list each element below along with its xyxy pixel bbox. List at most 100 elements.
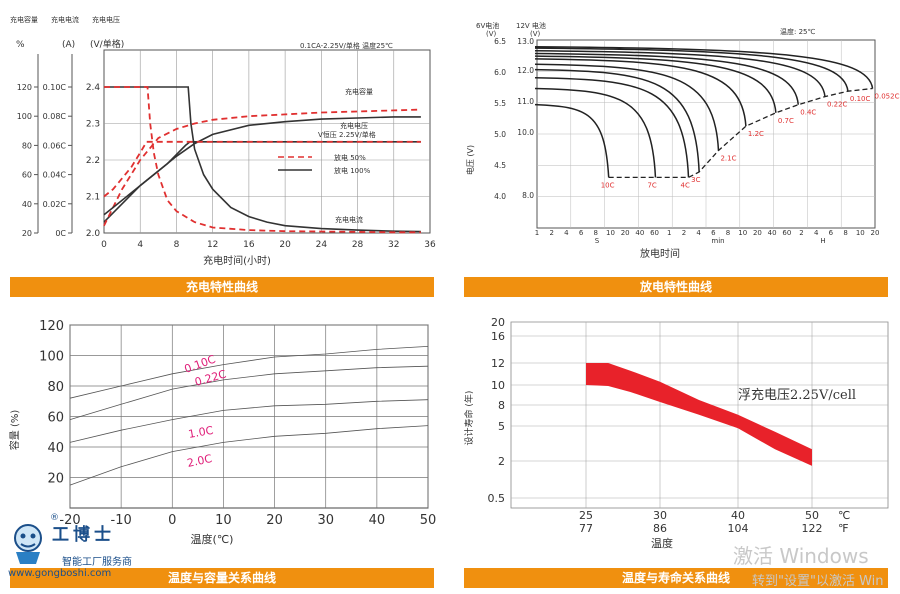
discharge-unit-label: (V) (486, 30, 497, 38)
charge-characteristics-chart: 0 4 8 12 16 20 24 28 32 36 2.4 2.3 2.2 2.1 2.0% 120 100 8… (10, 15, 436, 267)
charge-axis-tick-label: 60 (22, 171, 32, 180)
discharge-6v-tick-label: 4.5 (494, 161, 506, 170)
discharge-curve-10C (534, 103, 610, 178)
discharge-6v-tick-label: 5.0 (494, 130, 506, 139)
charge-axis-tick-label: 0.10C (43, 83, 67, 92)
discharge-12v-tick-label: 12.0 (517, 66, 534, 75)
discharge-y-axis-title: 电压 (V) (465, 145, 475, 175)
charge-volt-tick-label: 2.0 (86, 229, 101, 239)
temp-capacity-series-label: 2.0C (186, 452, 214, 470)
discharge-x-tick-label: 10 (606, 229, 615, 237)
charge-axis-tick-label: 120 (17, 83, 32, 92)
temp-capacity-banner: 温度与容量关系曲线 (10, 568, 434, 588)
charge-x-tick-label: 32 (388, 240, 399, 250)
discharge-12v-tick-label: 8.0 (522, 191, 534, 200)
discharge-rate-label: 7C (647, 181, 656, 189)
charge-axis-tick-label: 0.08C (43, 112, 67, 121)
discharge-x-tick-label: 2 (549, 229, 553, 237)
temp-capacity-series-line (69, 425, 429, 486)
charge-x-tick-label: 36 (424, 240, 436, 250)
charge-volt-tick-label: 2.2 (86, 156, 100, 166)
discharge-x-tick-label: 6 (711, 229, 716, 237)
windows-watermark-line1: 激活 Windows (733, 544, 869, 568)
temp-capacity-x-tick-label: 20 (266, 513, 283, 528)
temp-life-y-tick-label: 16 (491, 330, 505, 343)
temp-capacity-x-tick-label: 30 (317, 513, 334, 528)
charge-condition-label: 0.1CA-2.25V/单格 温度25℃ (300, 41, 393, 50)
charge-series-line (103, 108, 421, 227)
charge-series-line (103, 140, 421, 198)
temp-capacity-x-tick-label: 50 (420, 513, 437, 528)
discharge-x-tick-label: 6 (579, 229, 584, 237)
charge-axis-tick-label: 20 (22, 229, 32, 238)
discharge-x-axis-title: 放电时间 (640, 247, 680, 260)
logo-brand-text: 工博士 (52, 525, 115, 545)
discharge-rate-label: 3C (691, 176, 700, 184)
discharge-curve-0.10C (534, 47, 849, 92)
charge-x-tick-label: 12 (207, 240, 218, 250)
charge-x-tick-label: 28 (352, 240, 364, 250)
charge-header-label: 充电电流 (51, 15, 79, 24)
discharge-x-tick-label: 20 (621, 229, 630, 237)
logo-subtitle: 智能工厂服务商 (62, 557, 132, 568)
charge-current-unit: (A) (62, 40, 75, 50)
discharge-6v-tick-label: 5.5 (494, 99, 506, 108)
temp-capacity-x-axis-title: 温度(℃) (191, 532, 234, 546)
logo-registered-mark: ® (50, 513, 59, 523)
discharge-x-tick-label: 40 (635, 229, 644, 237)
discharge-curve-0.052C (534, 45, 874, 89)
discharge-rate-label: 0.22C (827, 101, 848, 109)
temp-capacity-y-axis-title: 容量 (%) (8, 410, 21, 451)
temp-life-x-axis-title: 温度 (651, 536, 673, 550)
logo-url: www.gongboshi.com (8, 568, 112, 579)
temp-life-y-tick-label: 2 (498, 455, 505, 468)
discharge-12v-tick-label: 10.0 (517, 128, 534, 137)
charge-series-line (103, 141, 421, 216)
discharge-rate-label: 4C (681, 181, 690, 189)
discharge-x-tick-label: 40 (768, 229, 777, 237)
discharge-6v-tick-label: 6.0 (494, 68, 506, 77)
discharge-x-tick-label: 4 (814, 229, 819, 237)
windows-watermark-line2: 转到"设置"以激活 Win (752, 574, 884, 589)
discharge-x-tick-label: 10 (856, 229, 865, 237)
charge-axis-tick-label: 0.04C (43, 171, 67, 180)
discharge-chart-banner: 放电特性曲线 (464, 277, 888, 297)
temp-capacity-series-line (69, 399, 429, 443)
discharge-x-tick-label: 8 (843, 229, 847, 237)
temp-life-x-tick-label-f: 122 (802, 522, 823, 535)
charge-x-tick-label: 4 (137, 240, 143, 250)
charge-axis-tick-label: 0.02C (43, 200, 67, 209)
charge-volt-tick-label: 2.1 (86, 193, 100, 203)
discharge-x-tick-label: 6 (829, 229, 834, 237)
discharge-curve-2.1C (534, 63, 720, 151)
discharge-x-tick-label: 2 (799, 229, 803, 237)
temp-life-unit-f: ℉ (838, 522, 848, 535)
temp-life-band (586, 363, 812, 466)
temp-capacity-series-line (69, 365, 429, 420)
discharge-unit-label: (V) (530, 30, 541, 38)
discharge-x-tick-label: 2 (682, 229, 686, 237)
charge-x-tick-label: 16 (243, 240, 255, 250)
temp-life-y-tick-label: 0.5 (488, 492, 506, 505)
discharge-unit-label: 12V 电池 (516, 21, 546, 30)
temp-capacity-y-tick-label: 60 (47, 411, 64, 426)
temp-capacity-x-tick-label: 40 (369, 513, 386, 528)
charge-axis-tick-label: 0.06C (43, 141, 67, 150)
discharge-x-unit-label: S (595, 237, 600, 245)
discharge-curve-7C (534, 87, 657, 178)
discharge-x-unit-label: H (820, 237, 825, 245)
temp-capacity-series-label: 1.0C (187, 424, 214, 441)
temp-life-frame (510, 321, 889, 509)
charge-axis-tick-label: 80 (22, 141, 32, 150)
discharge-x-tick-label: 4 (564, 229, 569, 237)
discharge-curve-3C (534, 68, 700, 173)
charge-volt-unit: (V/单格) (90, 38, 124, 50)
temp-capacity-y-tick-label: 80 (47, 380, 64, 395)
temp-capacity-x-tick-label: 0 (168, 513, 176, 528)
discharge-end-voltage-line (608, 87, 873, 179)
charge-x-tick-label: 24 (316, 240, 328, 250)
charge-header-label: 充电容量 (10, 15, 38, 24)
discharge-curve-0.7C (534, 55, 777, 113)
